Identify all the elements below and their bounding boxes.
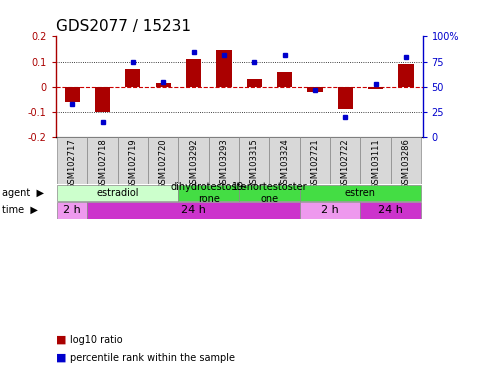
Text: 2 h: 2 h — [321, 205, 339, 215]
Bar — [178, 185, 239, 201]
Text: 2 h: 2 h — [63, 205, 81, 215]
Bar — [148, 137, 178, 184]
Bar — [368, 87, 383, 89]
Text: 24 h: 24 h — [378, 205, 403, 215]
Bar — [247, 79, 262, 87]
Text: log10 ratio: log10 ratio — [70, 335, 123, 345]
Text: GSM103324: GSM103324 — [280, 139, 289, 189]
Text: GSM103111: GSM103111 — [371, 139, 380, 189]
Text: time  ▶: time ▶ — [2, 205, 38, 215]
Text: dihydrotestoste
rone: dihydrotestoste rone — [170, 182, 247, 204]
Bar — [156, 83, 171, 87]
Text: GDS2077 / 15231: GDS2077 / 15231 — [56, 19, 191, 34]
Text: GSM102717: GSM102717 — [68, 139, 77, 189]
Bar — [307, 87, 323, 92]
Text: GSM103286: GSM103286 — [401, 139, 411, 189]
Bar — [239, 137, 270, 184]
Bar — [300, 185, 421, 201]
Text: GSM102720: GSM102720 — [159, 139, 168, 189]
Text: 19-nortestoster
one: 19-nortestoster one — [232, 182, 307, 204]
Bar — [277, 72, 292, 87]
Bar — [87, 137, 118, 184]
Text: estren: estren — [345, 188, 376, 198]
Bar — [270, 137, 300, 184]
Bar — [57, 137, 87, 184]
Text: GSM102722: GSM102722 — [341, 139, 350, 189]
Bar — [338, 87, 353, 109]
Bar — [87, 202, 300, 218]
Bar — [118, 137, 148, 184]
Bar — [360, 137, 391, 184]
Bar — [398, 64, 413, 87]
Bar — [300, 202, 360, 218]
Text: agent  ▶: agent ▶ — [2, 188, 44, 198]
Text: GSM103315: GSM103315 — [250, 139, 259, 189]
Bar — [95, 87, 110, 112]
Text: 24 h: 24 h — [181, 205, 206, 215]
Bar — [65, 87, 80, 102]
Bar — [57, 185, 178, 201]
Bar — [330, 137, 360, 184]
Text: GSM102721: GSM102721 — [311, 139, 319, 189]
Text: GSM102719: GSM102719 — [128, 139, 137, 189]
Bar — [391, 137, 421, 184]
Bar — [57, 202, 87, 218]
Bar — [178, 137, 209, 184]
Text: ■: ■ — [56, 353, 66, 363]
Bar — [360, 202, 421, 218]
Bar — [216, 50, 231, 87]
Text: percentile rank within the sample: percentile rank within the sample — [70, 353, 235, 363]
Text: GSM102718: GSM102718 — [98, 139, 107, 189]
Text: GSM103292: GSM103292 — [189, 139, 198, 189]
Bar — [186, 59, 201, 87]
Bar — [209, 137, 239, 184]
Bar — [125, 69, 141, 87]
Text: GSM103293: GSM103293 — [219, 139, 228, 189]
Bar — [300, 137, 330, 184]
Text: ■: ■ — [56, 335, 66, 345]
Text: estradiol: estradiol — [97, 188, 139, 198]
Bar — [239, 185, 300, 201]
